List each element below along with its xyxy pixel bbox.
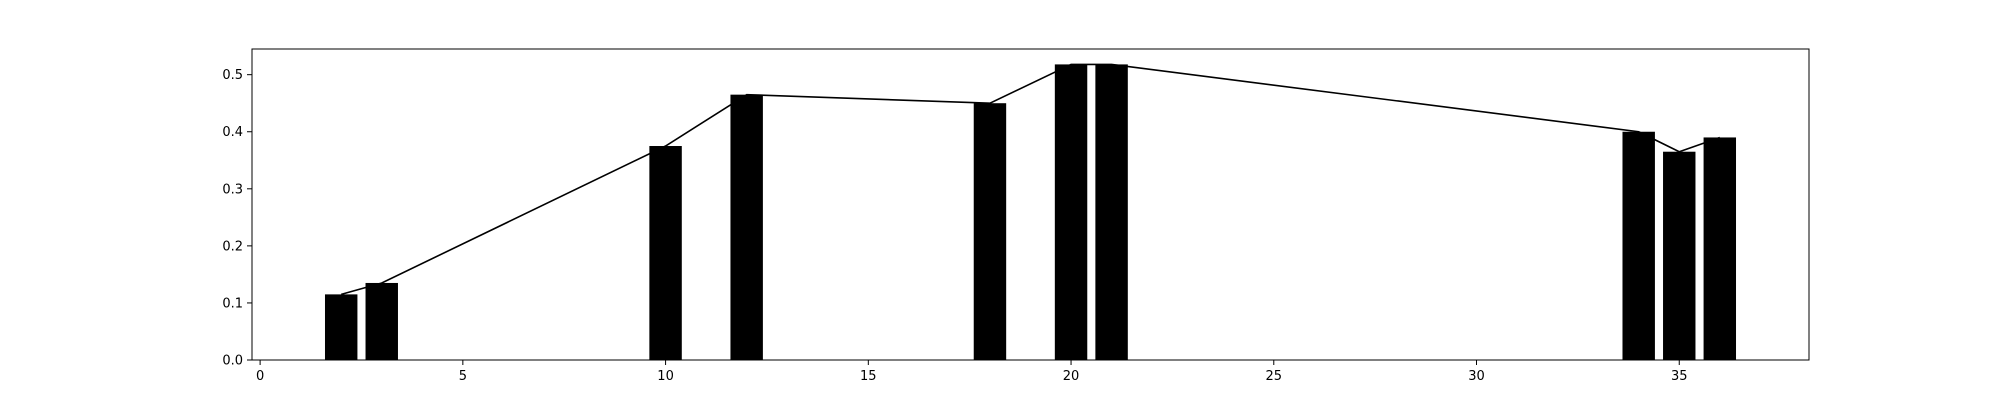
x-tick-label: 35 xyxy=(1671,369,1688,384)
bar xyxy=(365,282,398,360)
plot-area xyxy=(324,63,1737,361)
axis-ticks: 0 5 10 15 20 25 30 35 0.0 0.1 0.2 0.3 0.4 0.5 xyxy=(222,68,1687,384)
bar xyxy=(1054,64,1088,360)
x-tick-label: 15 xyxy=(860,369,877,384)
series-line xyxy=(340,63,1721,296)
y-tick-label: 0.0 xyxy=(222,354,243,369)
bar xyxy=(1622,131,1655,360)
bar xyxy=(649,146,682,360)
x-tick-label: 5 xyxy=(459,369,467,384)
x-tick-label: 10 xyxy=(657,369,674,384)
y-tick-label: 0.1 xyxy=(222,296,243,311)
x-tick-label: 25 xyxy=(1266,369,1283,384)
bar xyxy=(1703,137,1737,360)
x-tick-label: 0 xyxy=(256,369,264,384)
x-tick-label: 20 xyxy=(1063,369,1080,384)
bar xyxy=(1095,64,1128,360)
y-tick-label: 0.2 xyxy=(222,239,243,254)
axes-frame xyxy=(251,48,1810,361)
bar xyxy=(973,103,1007,361)
x-tick-label: 30 xyxy=(1468,369,1485,384)
bar xyxy=(730,94,763,361)
bar xyxy=(324,294,358,360)
y-tick-label: 0.3 xyxy=(222,182,243,197)
y-tick-label: 0.4 xyxy=(222,125,243,140)
y-tick-label: 0.5 xyxy=(222,68,243,83)
bar xyxy=(1663,151,1696,360)
